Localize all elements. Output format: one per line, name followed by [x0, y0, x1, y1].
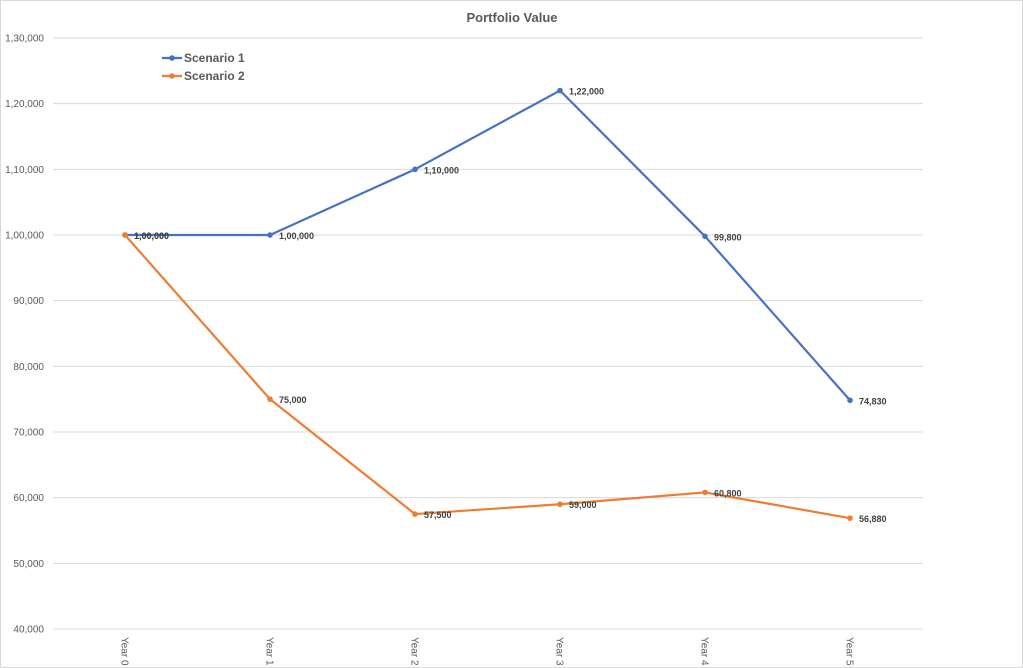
series-line	[125, 89, 851, 402]
x-tick-label: Year 5	[844, 637, 855, 666]
y-tick-label: 1,20,000	[5, 99, 44, 110]
legend-item: Scenario 2	[162, 69, 245, 83]
x-axis-tick-labels: Year 0 Year 1 Year 2 Year 3 Year 4 Year 5	[119, 637, 855, 666]
data-label: 74,830	[859, 396, 887, 406]
data-label: 99,800	[714, 232, 742, 242]
data-point	[702, 233, 708, 240]
data-point	[122, 232, 128, 238]
y-tick-label: 60,000	[13, 493, 44, 504]
data-point	[412, 511, 418, 517]
x-tick-label: Year 0	[119, 637, 130, 666]
x-tick-label: Year 2	[409, 637, 420, 666]
y-axis-tick-labels: 40,000 50,000 60,000 70,000 80,000 90,000 1,00…	[5, 34, 44, 636]
series-2-labels: 1,00,000 75,000 57,500 59,000 60,800 56,880	[134, 231, 887, 524]
data-point	[557, 87, 563, 94]
legend-item: Scenario 1	[162, 51, 245, 65]
data-point	[412, 166, 418, 173]
chart-title: Portfolio Value	[466, 10, 557, 25]
series-line	[124, 234, 851, 520]
legend-label: Scenario 1	[184, 51, 245, 65]
y-tick-label: 40,000	[13, 625, 44, 636]
series-2	[122, 232, 853, 521]
data-label: 57,500	[424, 510, 452, 520]
data-label: 56,880	[859, 514, 887, 524]
data-label: 1,00,000	[279, 231, 314, 241]
series-layer: 1,00,000 1,00,000 1,10,000 1,22,000 99,800 74…	[122, 87, 887, 524]
y-tick-label: 1,30,000	[5, 34, 44, 45]
data-label: 60,800	[714, 488, 742, 498]
y-tick-label: 1,10,000	[5, 165, 44, 176]
data-label: 75,000	[279, 395, 307, 405]
x-tick-label: Year 3	[554, 637, 565, 666]
y-tick-label: 50,000	[13, 559, 44, 570]
legend: Scenario 1 Scenario 2	[162, 51, 245, 83]
data-label: 1,22,000	[569, 87, 604, 97]
y-tick-label: 70,000	[13, 428, 44, 439]
data-point	[557, 501, 563, 508]
data-label: 1,00,000	[134, 231, 169, 241]
data-point	[702, 489, 708, 496]
series-1-labels: 1,00,000 1,00,000 1,10,000 1,22,000 99,800 74…	[134, 87, 887, 407]
data-label: 1,10,000	[424, 165, 459, 175]
y-tick-label: 1,00,000	[5, 231, 44, 242]
x-tick-label: Year 1	[264, 637, 275, 666]
data-point	[847, 397, 853, 404]
data-point	[847, 515, 853, 521]
gridlines	[53, 37, 923, 630]
y-tick-label: 80,000	[13, 362, 44, 373]
data-label: 1,00,000	[134, 231, 169, 241]
x-tick-label: Year 4	[699, 637, 710, 666]
legend-label: Scenario 2	[184, 69, 245, 83]
legend-marker-icon	[169, 73, 175, 79]
data-point	[267, 396, 273, 402]
legend-marker-icon	[169, 55, 175, 61]
y-tick-label: 90,000	[13, 296, 44, 307]
data-point	[267, 232, 273, 238]
data-label: 59,000	[569, 500, 597, 510]
